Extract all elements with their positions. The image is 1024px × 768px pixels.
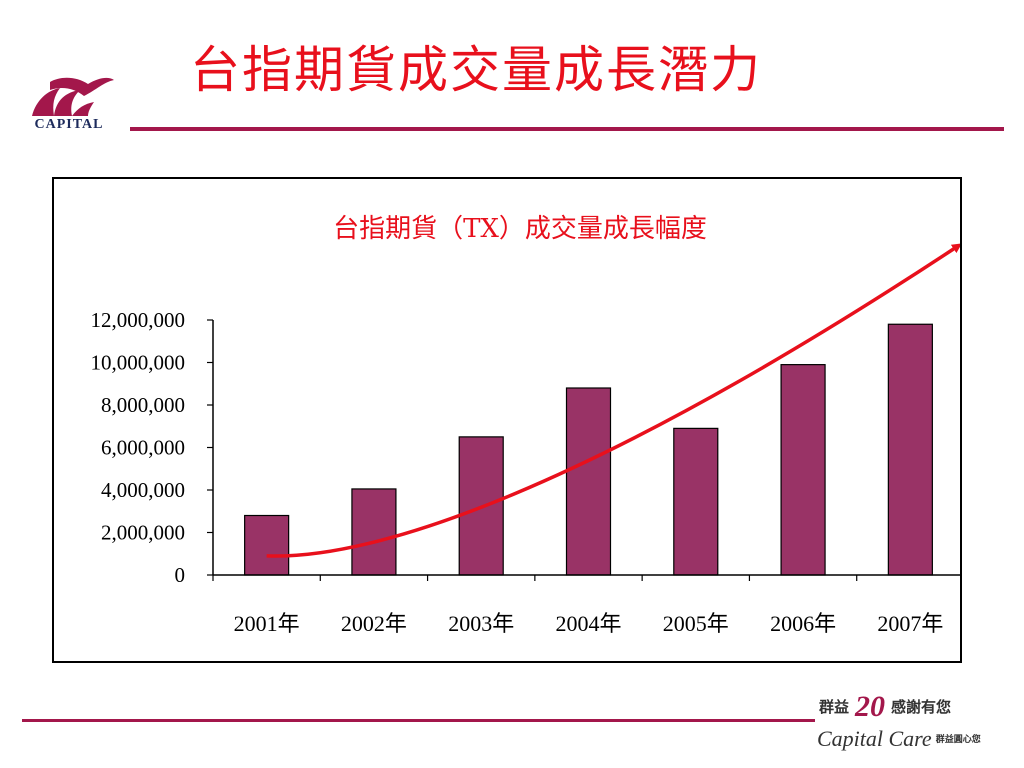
y-tick-label: 10,000,000: [91, 351, 186, 375]
y-tick-label: 6,000,000: [101, 436, 185, 460]
bar-chart: 台指期貨（TX）成交量成長幅度 0 2,000,000 4,000,000 6,000…: [91, 214, 960, 636]
bars: [244, 323, 933, 576]
y-tick-label: 0: [175, 563, 186, 587]
footer-anniversary-number: 20: [855, 690, 886, 723]
x-axis: 2001年 2002年 2003年 2004年 2005年 2006年 2007年: [212, 574, 960, 636]
x-tick-label: 2004年: [555, 611, 621, 636]
capital-logo: CAPITAL: [14, 70, 124, 135]
bar: [351, 488, 397, 576]
bar: [887, 323, 933, 576]
title-divider: [130, 127, 1004, 131]
x-tick-label: 2003年: [448, 611, 514, 636]
x-tick-label: 2005年: [663, 611, 729, 636]
bar: [565, 387, 612, 576]
footer-divider: [22, 719, 815, 722]
footer-tagline: 群益圓心您: [935, 735, 981, 745]
y-tick-label: 8,000,000: [101, 393, 185, 417]
trend-arrow: [266, 243, 960, 558]
eagle-logo-icon: [32, 77, 114, 116]
x-tick-label: 2006年: [770, 611, 836, 636]
y-tick-label: 12,000,000: [91, 308, 186, 332]
chart-title: 台指期貨（TX）成交量成長幅度: [333, 214, 707, 244]
footer-slogan: 群益 20 感謝有您: [819, 690, 951, 724]
bar: [673, 427, 719, 576]
footer-care: Capital Care 群益圓心您: [817, 726, 981, 752]
logo-text: CAPITAL: [34, 117, 104, 132]
x-tick-label: 2001年: [234, 611, 300, 636]
x-tick-label: 2007年: [877, 611, 943, 636]
slide-title: 台指期貨成交量成長潛力: [190, 41, 762, 99]
footer-left-text: 群益: [819, 698, 850, 716]
y-axis: 0 2,000,000 4,000,000 6,000,000 8,000,000 10,…: [91, 308, 214, 587]
bar: [244, 514, 290, 576]
y-tick-label: 2,000,000: [101, 521, 185, 545]
footer-right-text: 感謝有您: [891, 698, 952, 716]
chart-frame: 台指期貨（TX）成交量成長幅度 0 2,000,000 4,000,000 6,000…: [52, 177, 962, 663]
footer-brand: 群益 20 感謝有您 Capital Care 群益圓心您: [815, 688, 1015, 758]
bar: [780, 364, 826, 576]
y-tick-label: 4,000,000: [101, 478, 185, 502]
footer-brand-name: Capital Care: [817, 726, 932, 751]
x-tick-label: 2002年: [341, 611, 407, 636]
